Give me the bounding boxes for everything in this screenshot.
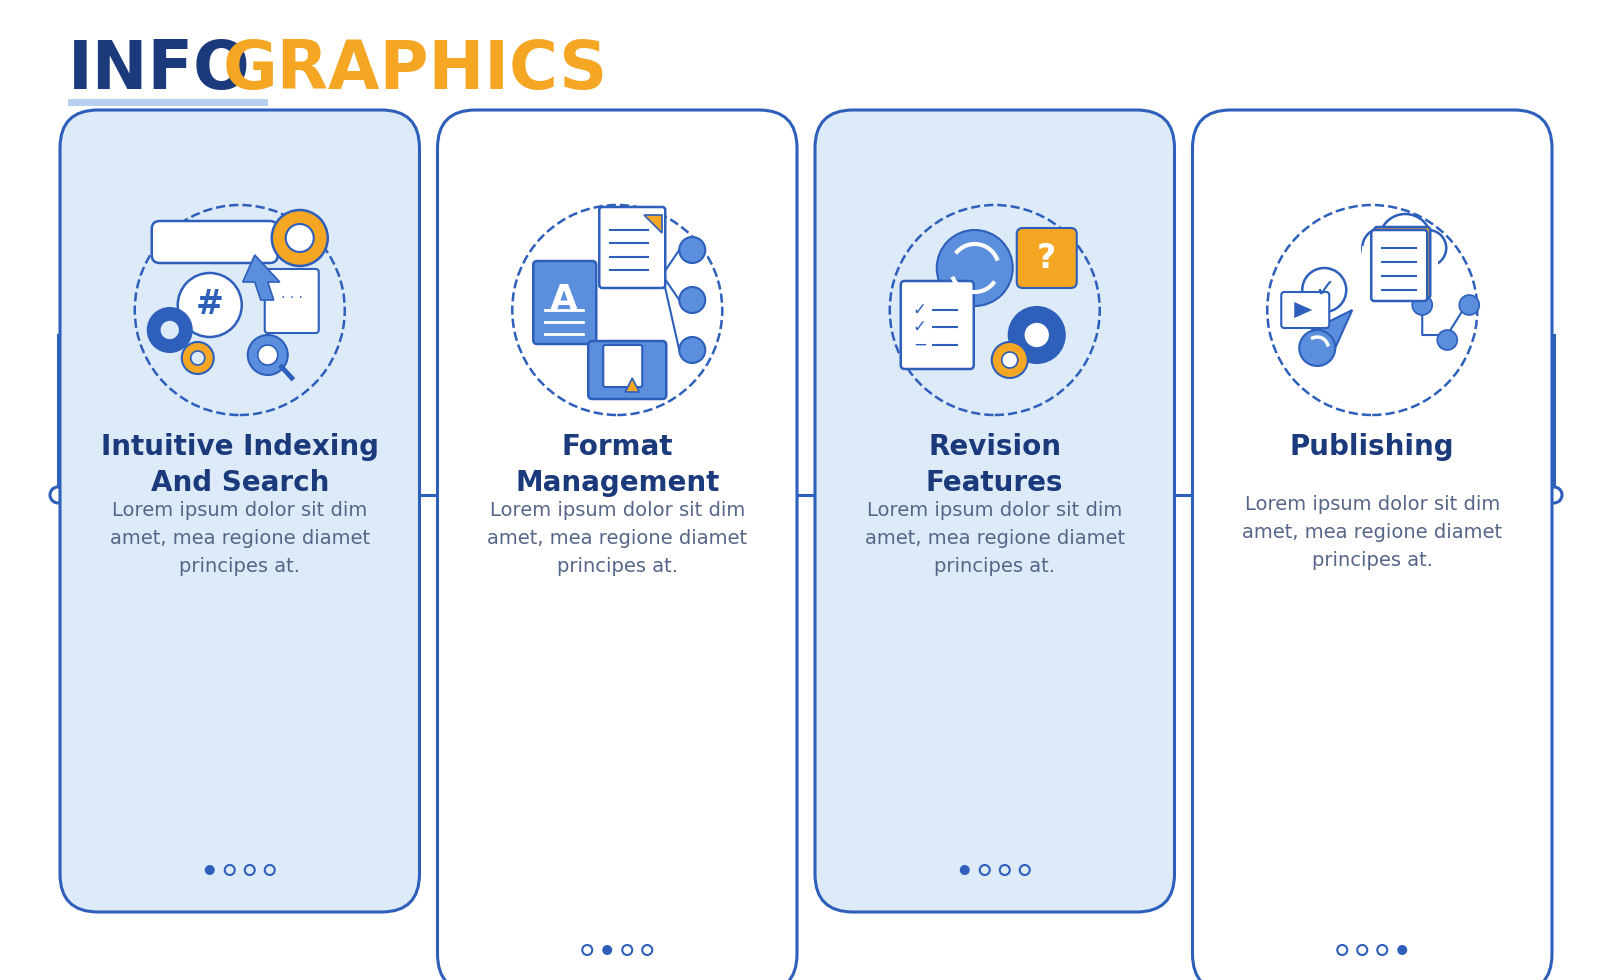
Polygon shape [625,378,640,392]
Circle shape [679,337,706,363]
FancyBboxPatch shape [264,269,319,333]
FancyBboxPatch shape [1017,228,1077,288]
Circle shape [1009,307,1066,363]
FancyBboxPatch shape [1193,110,1552,980]
Circle shape [160,320,181,340]
Circle shape [1459,295,1480,315]
Text: ✓: ✓ [912,318,927,336]
Text: Format
Management: Format Management [516,433,719,497]
Circle shape [1299,330,1335,366]
FancyBboxPatch shape [1362,246,1438,268]
Polygon shape [243,255,280,300]
Text: ✓: ✓ [1314,278,1335,302]
Circle shape [148,308,192,352]
Circle shape [1398,945,1407,955]
Text: Lorem ipsum dolor sit dim
amet, mea regione diamet
principes at.: Lorem ipsum dolor sit dim amet, mea regi… [110,501,369,576]
Circle shape [1380,214,1431,266]
Text: Lorem ipsum dolor sit dim
amet, mea regione diamet
principes at.: Lorem ipsum dolor sit dim amet, mea regi… [487,501,748,576]
Circle shape [603,945,613,955]
Polygon shape [1294,302,1312,318]
Circle shape [1410,230,1446,266]
Circle shape [248,335,289,375]
Text: A: A [550,283,579,317]
Text: GRAPHICS: GRAPHICS [222,37,608,103]
Text: Lorem ipsum dolor sit dim
amet, mea regione diamet
principes at.: Lorem ipsum dolor sit dim amet, mea regi… [1243,495,1502,570]
FancyBboxPatch shape [816,110,1175,912]
FancyBboxPatch shape [534,261,596,344]
Circle shape [1362,228,1402,268]
Circle shape [205,865,214,875]
Circle shape [959,865,970,875]
Circle shape [272,210,327,266]
FancyBboxPatch shape [1282,292,1330,328]
Circle shape [937,230,1012,306]
Polygon shape [1312,310,1352,350]
Circle shape [1438,330,1457,350]
Text: ?: ? [1037,241,1056,274]
Text: #: # [195,288,224,321]
FancyBboxPatch shape [437,110,796,980]
Circle shape [190,351,205,365]
FancyBboxPatch shape [901,281,974,369]
Circle shape [1001,352,1017,368]
Circle shape [50,487,66,503]
Text: · · ·: · · · [280,291,303,305]
Circle shape [679,237,706,263]
Polygon shape [645,215,663,233]
Circle shape [285,224,314,252]
Circle shape [177,273,242,337]
FancyBboxPatch shape [1372,230,1427,301]
Text: −: − [912,336,927,354]
Circle shape [1412,295,1431,315]
Circle shape [182,342,214,374]
Circle shape [1024,322,1049,348]
Text: Lorem ipsum dolor sit dim
amet, mea regione diamet
principes at.: Lorem ipsum dolor sit dim amet, mea regi… [864,501,1125,576]
FancyBboxPatch shape [600,207,666,288]
FancyBboxPatch shape [60,110,419,912]
Text: Intuitive Indexing
And Search: Intuitive Indexing And Search [100,433,379,497]
FancyBboxPatch shape [68,99,268,106]
Text: Publishing: Publishing [1290,433,1454,461]
Circle shape [679,287,706,313]
FancyBboxPatch shape [152,221,277,263]
Text: ✓: ✓ [912,301,927,319]
FancyBboxPatch shape [1375,227,1430,298]
Text: INFO: INFO [68,37,251,103]
Circle shape [1546,487,1562,503]
Circle shape [1302,268,1346,312]
Text: Revision
Features: Revision Features [925,433,1064,497]
Circle shape [258,345,277,365]
Circle shape [991,342,1028,378]
FancyBboxPatch shape [603,345,642,387]
FancyBboxPatch shape [588,341,666,399]
